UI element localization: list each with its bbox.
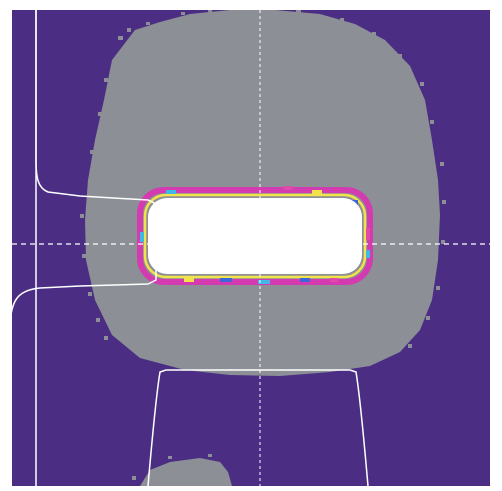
halo-edge-speckle bbox=[80, 10, 446, 348]
lower-blob bbox=[140, 458, 232, 486]
lower-blob-speckle bbox=[132, 454, 212, 480]
core-rim-yellow bbox=[143, 193, 367, 279]
profile-horizontal-curve bbox=[147, 369, 369, 486]
profile-vertical-curve bbox=[12, 10, 157, 313]
core-rim-speckle bbox=[140, 186, 370, 284]
core-saturated bbox=[148, 198, 362, 274]
